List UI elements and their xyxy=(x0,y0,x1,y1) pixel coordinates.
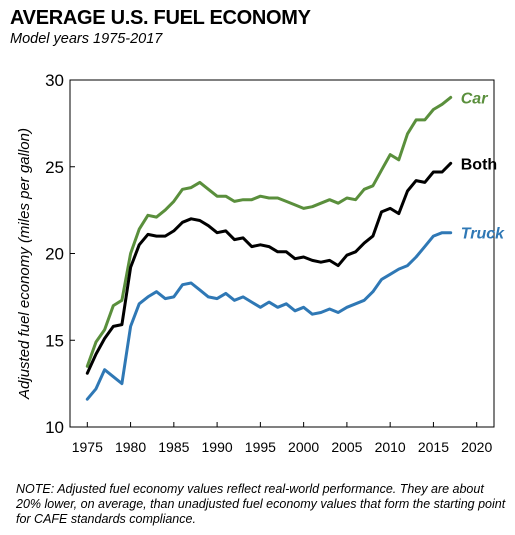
y-axis-label-group: Adjusted fuel economy (miles per gallon) xyxy=(16,128,33,400)
series-line-both xyxy=(85,161,453,375)
series-labels: Car Both Truck xyxy=(461,90,505,242)
series-label-both: Both xyxy=(461,156,497,173)
chart-subtitle: Model years 1975-2017 xyxy=(10,31,163,47)
x-tick-label-1980: 1980 xyxy=(115,439,146,455)
plot-axes: 10 15 20 25 30 1975 1980 1985 1990 1995 2000 2005 20… xyxy=(45,71,495,455)
x-tick-label-1995: 1995 xyxy=(245,439,276,455)
chart-title: AVERAGE U.S. FUEL ECONOMY xyxy=(10,7,311,29)
series-label-car: Car xyxy=(461,90,488,107)
x-tick-label-2000: 2000 xyxy=(288,439,319,455)
series-label-truck: Truck xyxy=(461,226,505,243)
y-tick-label-25: 25 xyxy=(45,158,64,177)
x-tick-label-1985: 1985 xyxy=(158,439,189,455)
plot-frame xyxy=(69,79,495,428)
x-tick-label-2005: 2005 xyxy=(331,439,362,455)
chart-note: NOTE: Adjusted fuel economy values refle… xyxy=(16,482,506,526)
x-tick-label-1975: 1975 xyxy=(72,439,103,455)
y-tick-label-30: 30 xyxy=(45,71,64,90)
x-tick-label-1990: 1990 xyxy=(202,439,233,455)
y-tick-label-20: 20 xyxy=(45,245,64,264)
series-line-truck xyxy=(85,231,453,401)
series-lines xyxy=(85,95,453,401)
series-line-car xyxy=(85,95,453,368)
x-tick-label-2015: 2015 xyxy=(418,439,449,455)
y-tick-label-10: 10 xyxy=(45,418,64,437)
y-axis-label: Adjusted fuel economy (miles per gallon) xyxy=(16,128,33,400)
x-tick-label-2020: 2020 xyxy=(461,439,492,455)
y-tick-label-15: 15 xyxy=(45,331,64,350)
x-tick-label-2010: 2010 xyxy=(375,439,406,455)
